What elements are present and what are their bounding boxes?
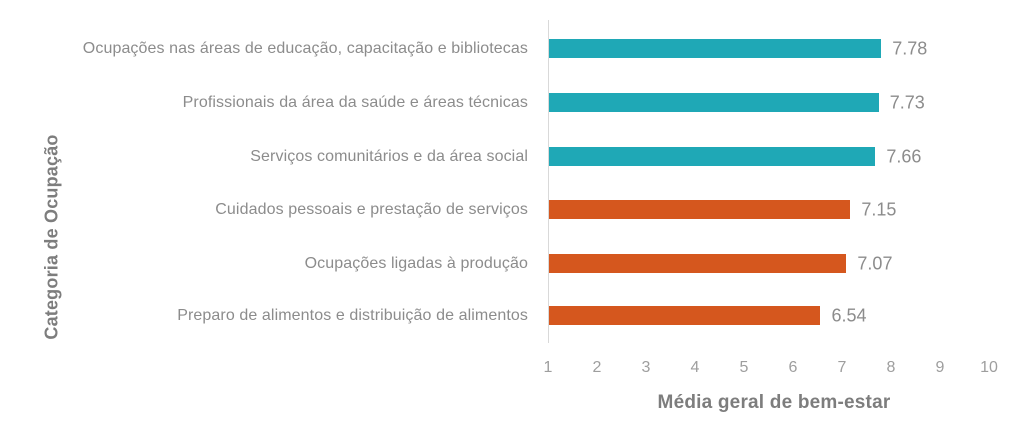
category-label: Ocupações nas áreas de educação, capacit… — [82, 39, 528, 57]
value-label: 7.78 — [892, 38, 928, 58]
bar — [549, 254, 847, 273]
y-axis-title: Categoria de Ocupação — [41, 134, 62, 340]
x-axis-tick-label: 6 — [788, 359, 798, 376]
value-label: 6.54 — [831, 305, 867, 325]
bar — [549, 93, 879, 112]
x-axis-tick-label: 4 — [690, 359, 700, 376]
x-axis-title: Média geral de bem-estar — [657, 392, 891, 413]
x-axis-tick-label: 9 — [935, 359, 945, 376]
value-label: 7.66 — [886, 146, 922, 166]
bar — [549, 306, 821, 325]
value-label: 7.73 — [889, 92, 925, 112]
category-label: Serviços comunitários e da área social — [250, 147, 528, 165]
category-label: Preparo de alimentos e distribuição de a… — [177, 306, 528, 324]
x-axis-tick-label: 8 — [886, 359, 896, 376]
value-label: 7.15 — [861, 199, 897, 219]
x-axis-tick-label: 3 — [641, 359, 651, 376]
value-label: 7.07 — [857, 253, 893, 273]
category-label: Cuidados pessoais e prestação de serviço… — [215, 200, 528, 218]
x-axis-tick-label: 7 — [837, 359, 847, 376]
bar — [549, 200, 851, 219]
category-label: Ocupações ligadas à produção — [304, 254, 528, 272]
x-axis-tick-label: 10 — [980, 359, 998, 376]
bar — [549, 147, 876, 166]
category-label: Profissionais da área da saúde e áreas t… — [182, 93, 528, 111]
x-axis-tick-label: 2 — [592, 359, 602, 376]
y-axis-line — [548, 20, 549, 343]
x-axis-tick-label: 1 — [543, 359, 553, 376]
bar — [549, 39, 882, 58]
x-axis-tick-label: 5 — [739, 359, 749, 376]
